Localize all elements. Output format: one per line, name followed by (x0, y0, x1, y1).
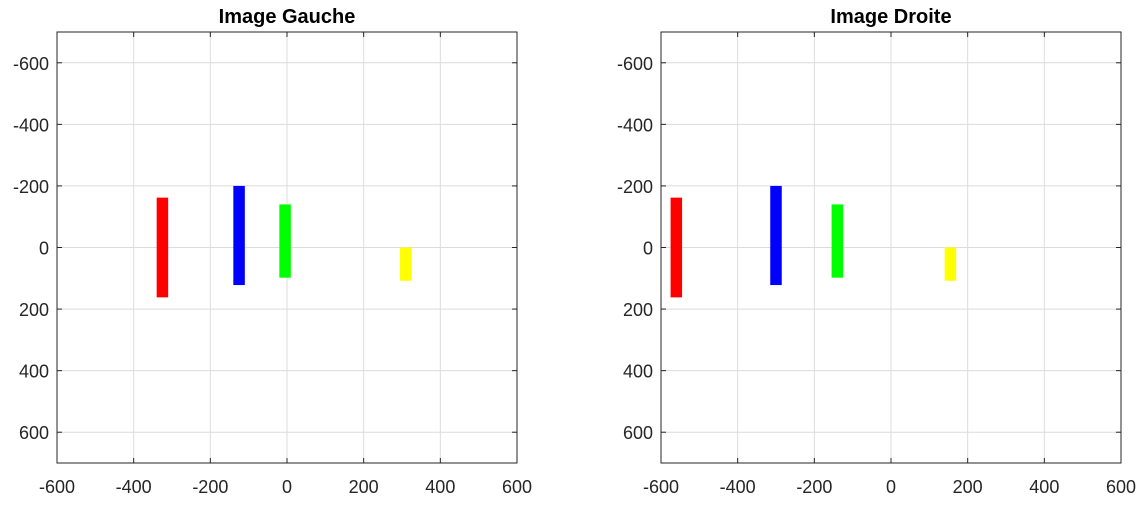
left-y-tick-label: 200 (19, 300, 49, 320)
right-y-tick-label: -600 (617, 54, 653, 74)
right-chart-title: Image Droite (830, 6, 951, 28)
right-bar-0 (670, 197, 683, 298)
right-y-tick-label: -200 (617, 177, 653, 197)
left-bar-0 (156, 197, 169, 298)
left-y-tick-label: -200 (13, 177, 49, 197)
left-chart-panel: -600 -400 -200 0 200 400 600 -600 -400 -200 0 200 40… (13, 6, 532, 497)
left-y-tick-label: -400 (13, 115, 49, 135)
left-x-tick-label: 600 (502, 477, 532, 497)
right-x-tick-label: 200 (953, 477, 983, 497)
right-bar-2 (831, 204, 844, 278)
right-x-tick-label: -600 (643, 477, 679, 497)
right-x-tick-label: -200 (796, 477, 832, 497)
left-x-tick-label: 400 (425, 477, 455, 497)
left-bar-2 (279, 204, 291, 278)
left-y-tick-label: -600 (13, 54, 49, 74)
right-x-tick-label: 600 (1106, 477, 1136, 497)
right-x-tick-label: -400 (720, 477, 756, 497)
left-bar-1 (233, 185, 245, 286)
right-x-tick-label: 400 (1029, 477, 1059, 497)
left-x-tick-label: -600 (39, 477, 75, 497)
right-x-tick-label: 0 (886, 477, 896, 497)
right-y-tick-label: 200 (623, 300, 653, 320)
right-y-tick-label: 600 (623, 423, 653, 443)
right-y-tick-label: -400 (617, 115, 653, 135)
left-bar-3 (400, 247, 412, 281)
right-y-tick-label: 0 (643, 239, 653, 259)
left-chart-title: Image Gauche (219, 6, 356, 28)
right-y-tick-label: 400 (623, 362, 653, 382)
right-bar-3 (944, 247, 957, 281)
left-x-tick-label: -400 (116, 477, 152, 497)
left-x-tick-label: 200 (349, 477, 379, 497)
right-chart-panel: -600 -400 -200 0 200 400 600 -600 -400 -200 0 200 40… (617, 6, 1136, 497)
left-y-tick-label: 400 (19, 362, 49, 382)
right-bar-1 (770, 185, 782, 286)
left-x-tick-label: -200 (192, 477, 228, 497)
left-y-tick-label: 600 (19, 423, 49, 443)
left-y-tick-label: 0 (39, 239, 49, 259)
left-x-tick-label: 0 (282, 477, 292, 497)
